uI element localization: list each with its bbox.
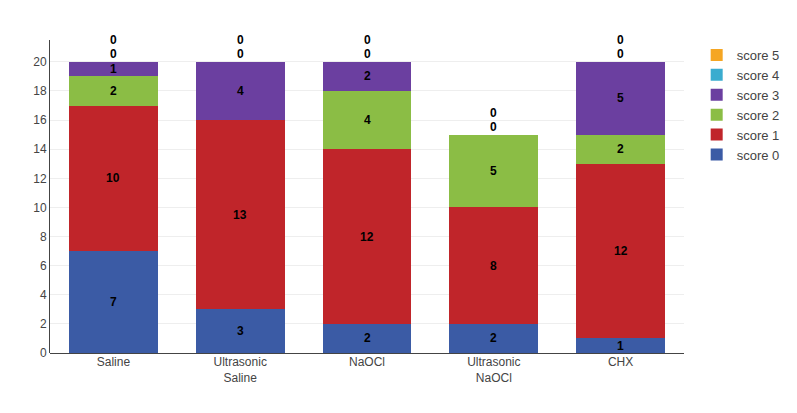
svg-text:0: 0 <box>364 47 371 61</box>
svg-text:0: 0 <box>490 106 497 120</box>
svg-text:14: 14 <box>33 142 47 156</box>
svg-text:6: 6 <box>40 259 47 273</box>
svg-text:1: 1 <box>110 62 117 76</box>
svg-text:score 4: score 4 <box>737 68 780 83</box>
svg-text:12: 12 <box>614 244 628 258</box>
svg-text:2: 2 <box>364 331 371 345</box>
svg-text:0: 0 <box>490 120 497 134</box>
svg-text:3: 3 <box>237 324 244 338</box>
svg-text:score 5: score 5 <box>737 48 780 63</box>
svg-text:18: 18 <box>33 84 47 98</box>
svg-text:13: 13 <box>233 208 247 222</box>
svg-text:0: 0 <box>110 47 117 61</box>
svg-text:0: 0 <box>237 47 244 61</box>
svg-text:2: 2 <box>110 84 117 98</box>
svg-text:UltrasonicSaline: UltrasonicSaline <box>214 355 267 385</box>
svg-text:NaOCl: NaOCl <box>349 355 385 369</box>
svg-text:0: 0 <box>617 47 624 61</box>
svg-text:12: 12 <box>33 172 47 186</box>
svg-text:UltrasonicNaOCl: UltrasonicNaOCl <box>467 355 520 385</box>
svg-text:5: 5 <box>490 164 497 178</box>
svg-text:score 3: score 3 <box>737 88 780 103</box>
svg-text:score 2: score 2 <box>737 108 780 123</box>
svg-text:4: 4 <box>364 113 371 127</box>
svg-text:0: 0 <box>110 33 117 47</box>
svg-text:0: 0 <box>617 33 624 47</box>
svg-text:0: 0 <box>40 346 47 360</box>
svg-text:4: 4 <box>237 84 244 98</box>
svg-text:2: 2 <box>617 142 624 156</box>
svg-text:4: 4 <box>40 288 47 302</box>
svg-text:10: 10 <box>106 171 120 185</box>
svg-text:12: 12 <box>360 230 374 244</box>
svg-text:0: 0 <box>364 33 371 47</box>
svg-text:Saline: Saline <box>97 355 131 369</box>
svg-text:16: 16 <box>33 113 47 127</box>
svg-text:8: 8 <box>40 230 47 244</box>
svg-text:score 0: score 0 <box>737 148 780 163</box>
svg-text:2: 2 <box>490 331 497 345</box>
svg-text:2: 2 <box>364 69 371 83</box>
svg-text:5: 5 <box>617 91 624 105</box>
svg-text:CHX: CHX <box>608 355 633 369</box>
svg-text:20: 20 <box>33 55 47 69</box>
svg-text:7: 7 <box>110 295 117 309</box>
svg-text:1: 1 <box>617 339 624 353</box>
svg-text:8: 8 <box>490 259 497 273</box>
svg-text:0: 0 <box>237 33 244 47</box>
svg-text:score 1: score 1 <box>737 128 780 143</box>
svg-text:10: 10 <box>33 201 47 215</box>
svg-text:2: 2 <box>40 317 47 331</box>
